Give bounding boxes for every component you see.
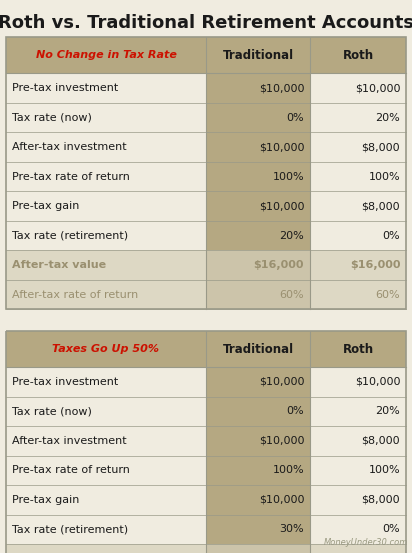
Text: 0%: 0%	[286, 113, 304, 123]
Text: $10,000: $10,000	[259, 201, 304, 211]
Text: $10,000: $10,000	[259, 377, 304, 387]
Text: 60%: 60%	[279, 290, 304, 300]
Text: $16,000: $16,000	[350, 260, 400, 270]
Text: 60%: 60%	[376, 290, 400, 300]
Text: $8,000: $8,000	[362, 436, 400, 446]
Text: Traditional: Traditional	[222, 342, 294, 356]
Text: Tax rate (retirement): Tax rate (retirement)	[12, 524, 128, 534]
Bar	[310, 251, 406, 280]
Text: $10,000: $10,000	[259, 495, 304, 505]
Text: Pre-tax rate of return: Pre-tax rate of return	[12, 465, 130, 476]
Text: 20%: 20%	[375, 113, 400, 123]
Text: Roth vs. Traditional Retirement Accounts: Roth vs. Traditional Retirement Accounts	[0, 14, 412, 32]
Text: 20%: 20%	[375, 406, 400, 416]
Text: $10,000: $10,000	[259, 83, 304, 93]
Bar	[6, 331, 406, 367]
Text: Tax rate (now): Tax rate (now)	[12, 406, 92, 416]
Text: $10,000: $10,000	[355, 377, 400, 387]
Bar	[6, 38, 406, 74]
Text: 0%: 0%	[286, 406, 304, 416]
Text: Taxes Go Up 50%: Taxes Go Up 50%	[52, 344, 159, 354]
Text: MoneyUnder30.com: MoneyUnder30.com	[324, 538, 408, 547]
Bar	[6, 38, 406, 309]
Text: 30%: 30%	[279, 524, 304, 534]
Text: After-tax rate of return: After-tax rate of return	[12, 290, 138, 300]
Text: 20%: 20%	[279, 231, 304, 241]
Text: Traditional: Traditional	[222, 49, 294, 62]
Text: $10,000: $10,000	[259, 142, 304, 152]
Text: Tax rate (retirement): Tax rate (retirement)	[12, 231, 128, 241]
Text: After-tax investment: After-tax investment	[12, 142, 126, 152]
Bar	[206, 280, 310, 309]
Bar	[6, 280, 206, 309]
Bar	[310, 280, 406, 309]
Bar	[206, 544, 310, 553]
Text: $8,000: $8,000	[362, 495, 400, 505]
Text: Pre-tax investment: Pre-tax investment	[12, 83, 118, 93]
Text: Pre-tax gain: Pre-tax gain	[12, 495, 79, 505]
Text: 100%: 100%	[369, 171, 400, 181]
Text: Pre-tax investment: Pre-tax investment	[12, 377, 118, 387]
Bar	[6, 331, 406, 553]
Text: 100%: 100%	[272, 171, 304, 181]
Bar	[6, 331, 406, 553]
Bar	[206, 38, 310, 309]
Text: After-tax value: After-tax value	[12, 260, 106, 270]
Bar	[6, 251, 206, 280]
Text: $8,000: $8,000	[362, 142, 400, 152]
Text: Roth: Roth	[342, 342, 374, 356]
Text: Roth: Roth	[342, 49, 374, 62]
Bar	[206, 331, 310, 553]
Text: 0%: 0%	[383, 524, 400, 534]
Text: $10,000: $10,000	[355, 83, 400, 93]
Text: 100%: 100%	[369, 465, 400, 476]
Text: Tax rate (now): Tax rate (now)	[12, 113, 92, 123]
Text: $8,000: $8,000	[362, 201, 400, 211]
Text: 100%: 100%	[272, 465, 304, 476]
Bar	[310, 544, 406, 553]
Bar	[6, 544, 206, 553]
Text: Pre-tax gain: Pre-tax gain	[12, 201, 79, 211]
Text: 0%: 0%	[383, 231, 400, 241]
Text: After-tax investment: After-tax investment	[12, 436, 126, 446]
Text: No Change in Tax Rate: No Change in Tax Rate	[35, 50, 176, 60]
Text: $16,000: $16,000	[254, 260, 304, 270]
Text: $10,000: $10,000	[259, 436, 304, 446]
Bar	[206, 251, 310, 280]
Bar	[6, 38, 406, 309]
Text: Pre-tax rate of return: Pre-tax rate of return	[12, 171, 130, 181]
